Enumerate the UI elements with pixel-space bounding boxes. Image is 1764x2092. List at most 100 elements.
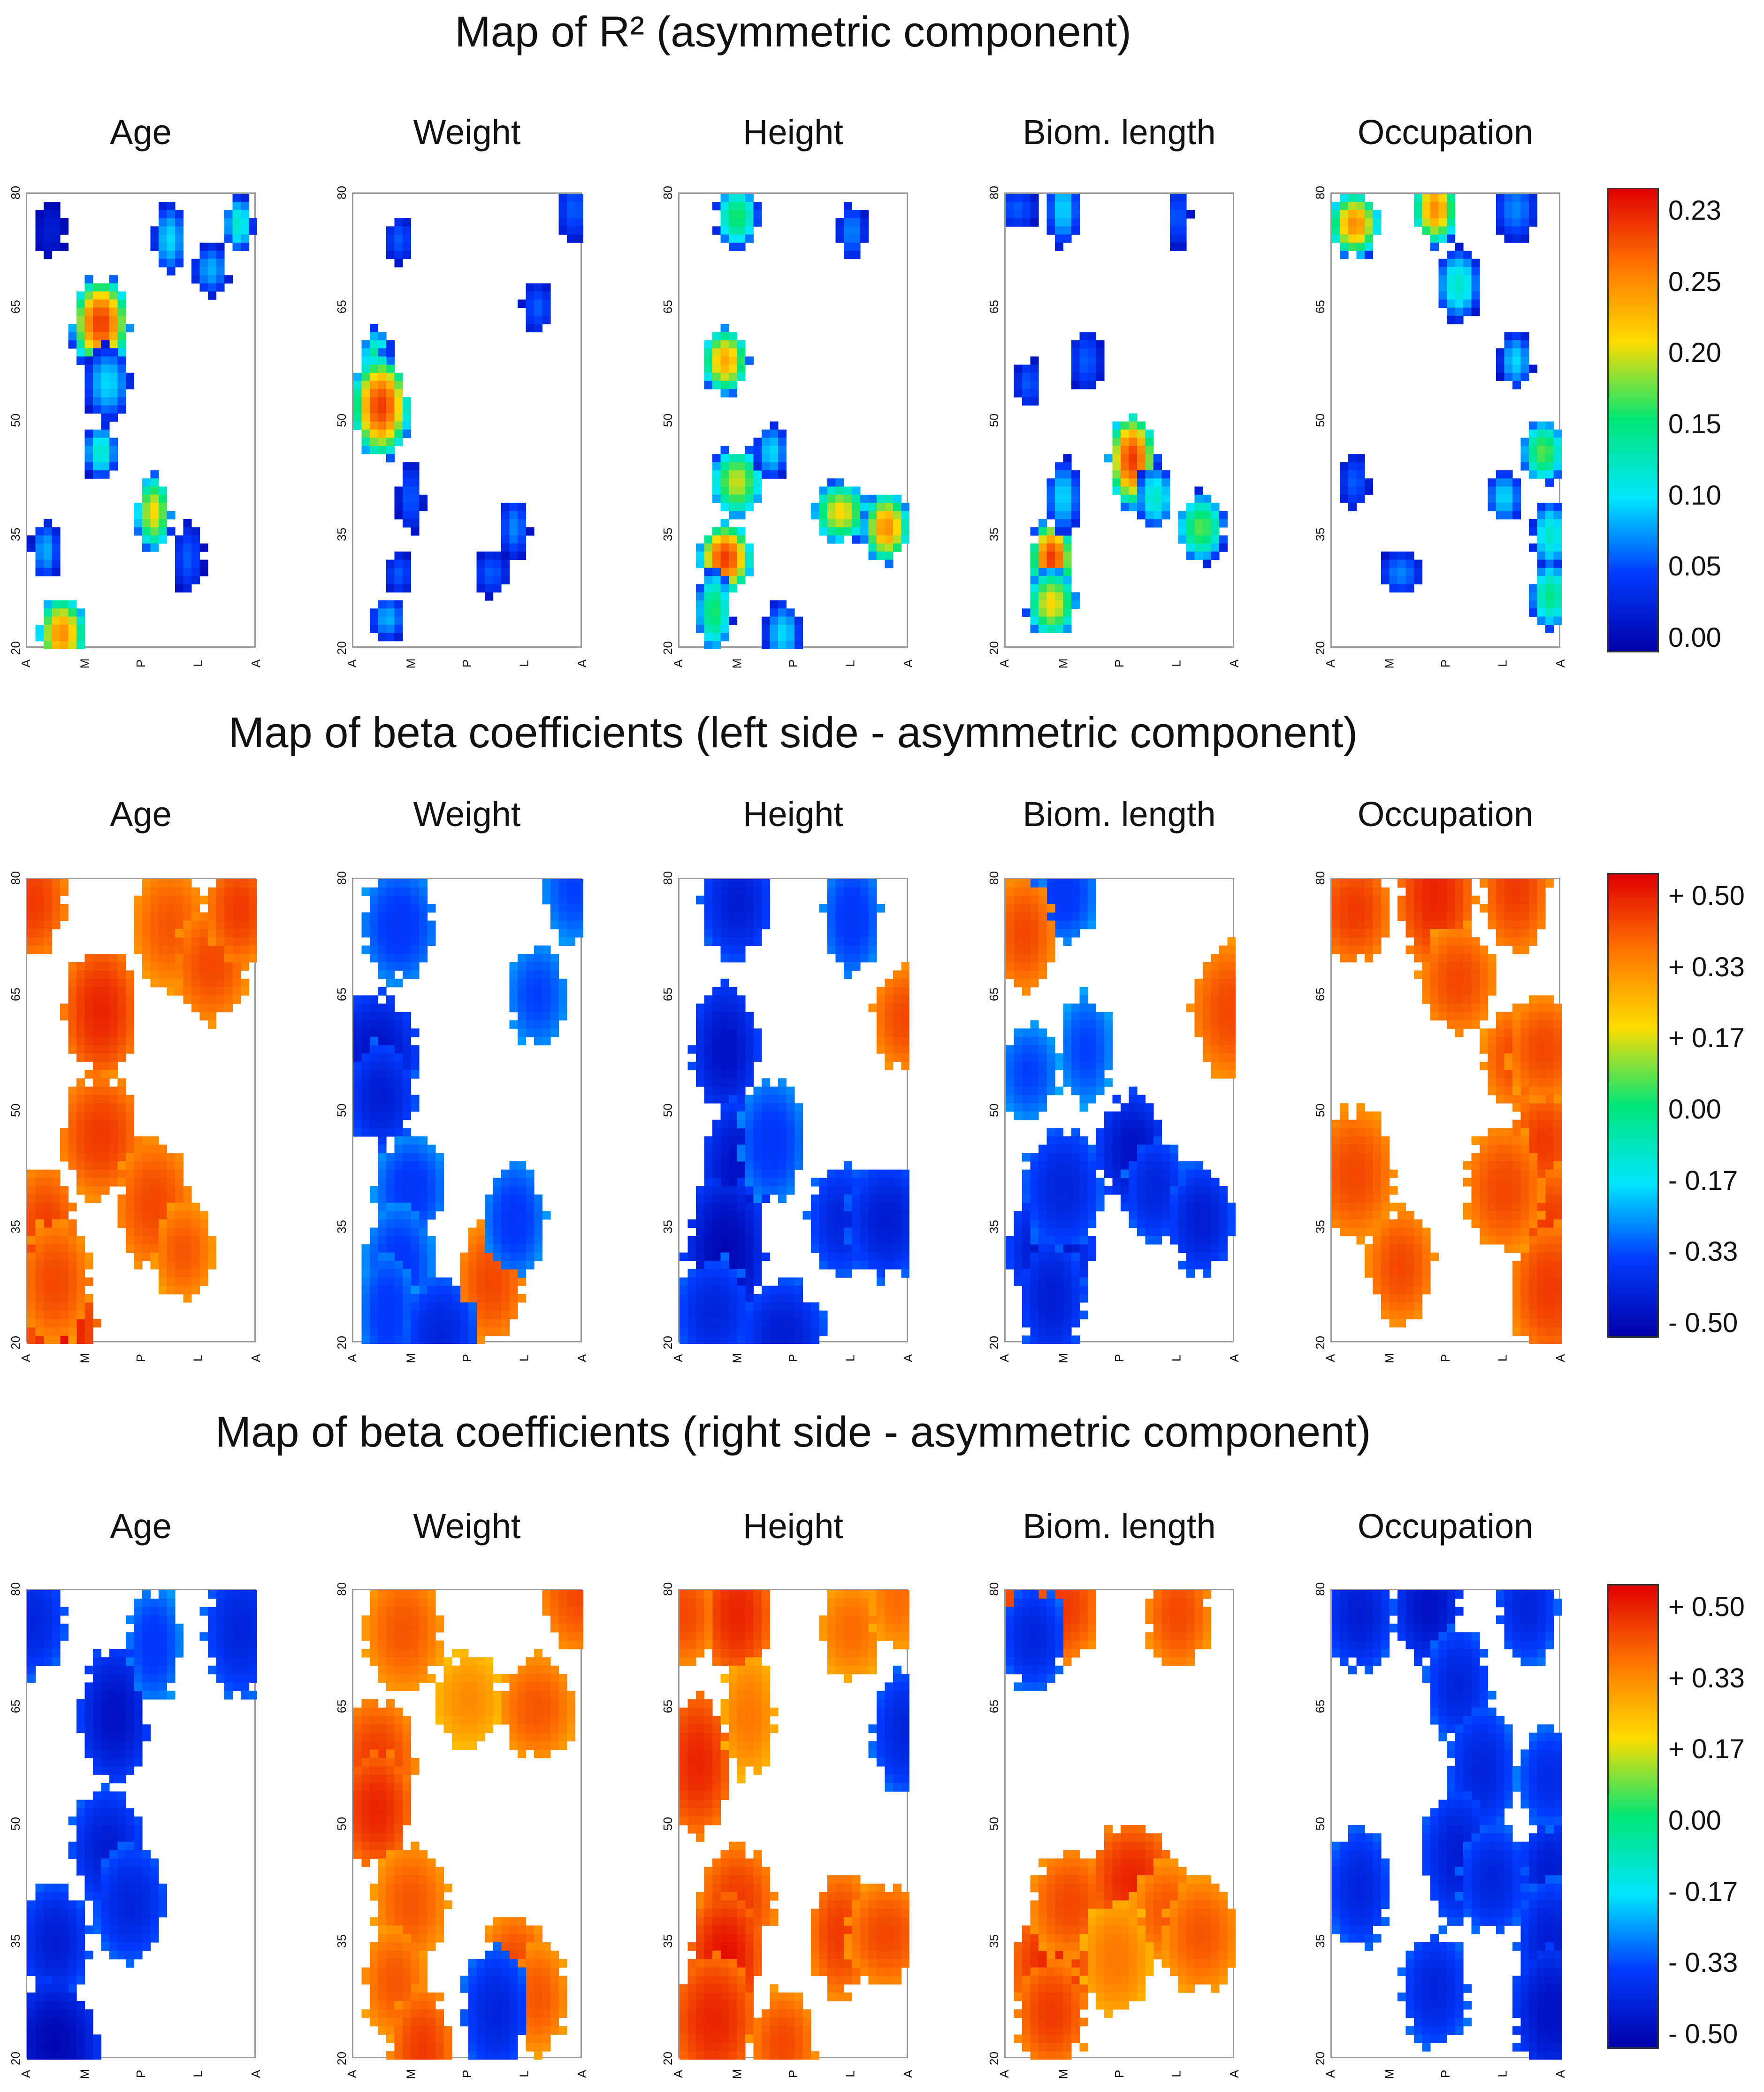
heatmap-cell (811, 1302, 820, 1311)
heatmap-cell (885, 1236, 893, 1245)
heatmap-cell (1022, 1277, 1031, 1286)
heatmap-cell (403, 1252, 412, 1261)
heatmap-cell (753, 1128, 762, 1137)
heatmap-cell (27, 1194, 36, 1203)
heatmap-cell (403, 1161, 412, 1170)
heatmap-cell (1006, 1236, 1015, 1245)
heatmap-cell (575, 218, 583, 227)
heatmap-cell (52, 1286, 61, 1295)
heatmap-cell (1112, 454, 1121, 463)
heatmap-cell (493, 1227, 502, 1236)
heatmap-cell (753, 1178, 762, 1187)
heatmap-cell (1039, 1169, 1047, 1179)
heatmap-cell (786, 1111, 795, 1120)
heatmap-cell (868, 912, 877, 921)
heatmap-cell (567, 202, 576, 211)
heatmap-cell (493, 1302, 502, 1311)
heatmap-cell (370, 348, 379, 357)
heatmap-cell (1063, 552, 1072, 560)
heatmap-cell (1545, 584, 1554, 593)
heatmap-cell (35, 226, 44, 235)
heatmap-cell (150, 912, 159, 921)
heatmap-cell (1039, 535, 1047, 544)
heatmap-cell (419, 1302, 428, 1311)
heatmap-cell (696, 1277, 705, 1286)
heatmap-cell (419, 1310, 428, 1319)
heatmap-cell (852, 1227, 861, 1236)
heatmap-cell (361, 1335, 370, 1344)
heatmap-cell (1520, 356, 1529, 365)
heatmap-cell (1063, 486, 1072, 495)
heatmap-cell (745, 1294, 754, 1303)
heatmap-cell (770, 1318, 779, 1328)
heatmap-cell (860, 494, 869, 503)
heatmap-cell (134, 1169, 143, 1179)
heatmap-cell (1071, 1318, 1080, 1328)
heatmap-cell (1071, 373, 1080, 381)
heatmap-cell (712, 1004, 721, 1012)
heatmap-cell (567, 912, 576, 921)
heatmap-cell (35, 1236, 44, 1245)
heatmap-cell (1537, 462, 1546, 471)
heatmap-cell (370, 1028, 379, 1037)
heatmap-cell (386, 1028, 395, 1037)
heatmap-cell (216, 995, 225, 1004)
heatmap-cell (893, 511, 902, 520)
heatmap-cell (868, 904, 877, 913)
heatmap-cell (378, 1236, 387, 1245)
heatmap-cell (737, 364, 746, 373)
heatmap-cell (150, 1261, 159, 1270)
heatmap-cell (378, 616, 387, 625)
heatmap-cell (802, 1302, 811, 1311)
heatmap-cell (811, 1244, 820, 1253)
heatmap-cell (1520, 210, 1529, 219)
heatmap-cell (183, 995, 192, 1004)
heatmap-cell (370, 445, 379, 454)
heatmap-cell (175, 1186, 184, 1195)
heatmap-cell (361, 1070, 370, 1079)
heatmap-cell (183, 962, 192, 971)
heatmap-cell (542, 1020, 551, 1029)
heatmap-cell (27, 1261, 36, 1270)
heatmap-cell (687, 1252, 696, 1261)
heatmap-cell (509, 1178, 518, 1187)
heatmap-cell (427, 1144, 436, 1153)
heatmap-cell (1063, 218, 1072, 227)
heatmap-cell (729, 1070, 738, 1079)
heatmap-cell (427, 1211, 436, 1220)
heatmap-cell (1129, 429, 1138, 438)
heatmap-cell (150, 1161, 159, 1170)
heatmap-cell (518, 1036, 527, 1046)
heatmap-cell (704, 1036, 713, 1046)
heatmap-cell (770, 437, 779, 446)
heatmap-cell (885, 527, 893, 536)
heatmap-cell (1055, 1236, 1064, 1245)
heatmap-cell (753, 1095, 762, 1103)
heatmap-cell (1553, 608, 1562, 617)
heatmap-cell (819, 1252, 828, 1261)
heatmap-cell (729, 584, 738, 593)
heatmap-cell (770, 1310, 779, 1319)
heatmap-cell (893, 1169, 902, 1179)
heatmap-cell (93, 1169, 102, 1179)
heatmap-cell (778, 600, 787, 609)
heatmap-cell (199, 1261, 208, 1270)
heatmap-cell (403, 397, 412, 406)
heatmap-cell (403, 234, 412, 243)
heatmap-cell (745, 1111, 754, 1120)
heatmap-cell (109, 954, 118, 963)
heatmap-cell (175, 962, 184, 971)
heatmap-cell (696, 1261, 705, 1270)
heatmap-cell (534, 1236, 543, 1245)
heatmap-cell (1153, 1136, 1162, 1145)
heatmap-cell (84, 1327, 93, 1336)
heatmap-cell (835, 218, 844, 227)
heatmap-cell (1006, 1252, 1015, 1261)
heatmap-cell (101, 332, 110, 341)
heatmap-cell (1145, 1203, 1154, 1211)
heatmap-cell (1039, 1252, 1047, 1261)
y-tick-label: 35 (8, 1219, 23, 1234)
heatmap-cell (76, 1335, 85, 1344)
heatmap-cell (1211, 1186, 1220, 1195)
heatmap-cell (435, 1286, 444, 1295)
